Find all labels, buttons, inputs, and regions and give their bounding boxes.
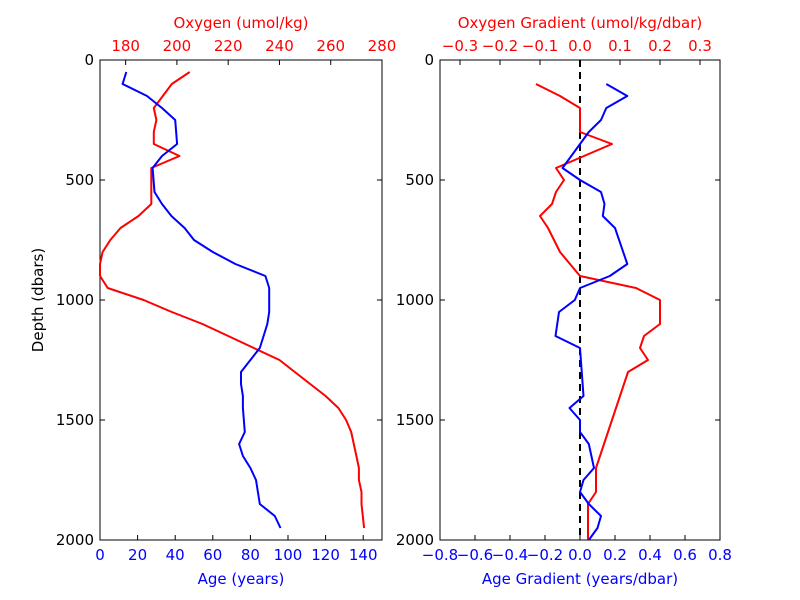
y-tick-label: 1000 [56,291,94,309]
age-series-line [554,83,629,541]
y-tick-label: 2000 [56,531,94,549]
y-axis-label: Depth (dbars) [29,248,47,352]
bottom-tick-label: 120 [311,546,340,564]
y-tick-label: 500 [405,171,434,189]
y-tick-label: 2000 [396,531,434,549]
bottom-tick-label: 80 [241,546,260,564]
bottom-tick-label: −0.6 [457,546,493,564]
bottom-tick-label: 0.4 [638,546,662,564]
top-tick-label: −0.1 [522,37,558,55]
top-tick-label: 240 [265,37,294,55]
top-tick-label: 0.2 [648,37,672,55]
oxygen-series-line [535,83,661,540]
bottom-tick-label: 0.6 [673,546,697,564]
bottom-tick-label: −0.2 [527,546,563,564]
bottom-tick-label: 20 [128,546,147,564]
top-tick-label: 0.1 [608,37,632,55]
bottom-tick-label: −0.4 [492,546,528,564]
y-tick-label: 1500 [56,411,94,429]
y-tick-label: 1500 [396,411,434,429]
bottom-tick-label: 0.0 [568,546,592,564]
bottom-tick-label: −0.8 [422,546,458,564]
top-axis-label: Oxygen (umol/kg) [173,14,308,32]
top-tick-label: 280 [368,37,397,55]
age-series-line [121,71,282,529]
y-tick-label: 500 [65,171,94,189]
bottom-axis-label: Age (years) [198,570,285,588]
bottom-tick-label: 140 [349,546,378,564]
top-tick-label: 180 [111,37,140,55]
bottom-tick-label: 0.2 [603,546,627,564]
oxygen-series-line [99,71,366,529]
bottom-axis-label: Age Gradient (years/dbar) [482,570,678,588]
top-axis-label: Oxygen Gradient (umol/kg/dbar) [458,14,703,32]
top-tick-label: 200 [163,37,192,55]
top-tick-label: −0.2 [482,37,518,55]
bottom-tick-label: 40 [166,546,185,564]
top-tick-label: 0.0 [568,37,592,55]
y-tick-label: 1000 [396,291,434,309]
top-tick-label: 0.3 [688,37,712,55]
top-tick-label: −0.3 [442,37,478,55]
y-tick-label: 0 [84,51,94,69]
bottom-tick-label: 100 [274,546,303,564]
bottom-tick-label: 60 [203,546,222,564]
bottom-tick-label: 0 [95,546,105,564]
top-tick-label: 260 [316,37,345,55]
y-tick-label: 0 [424,51,434,69]
bottom-tick-label: 0.8 [708,546,732,564]
top-tick-label: 220 [214,37,243,55]
